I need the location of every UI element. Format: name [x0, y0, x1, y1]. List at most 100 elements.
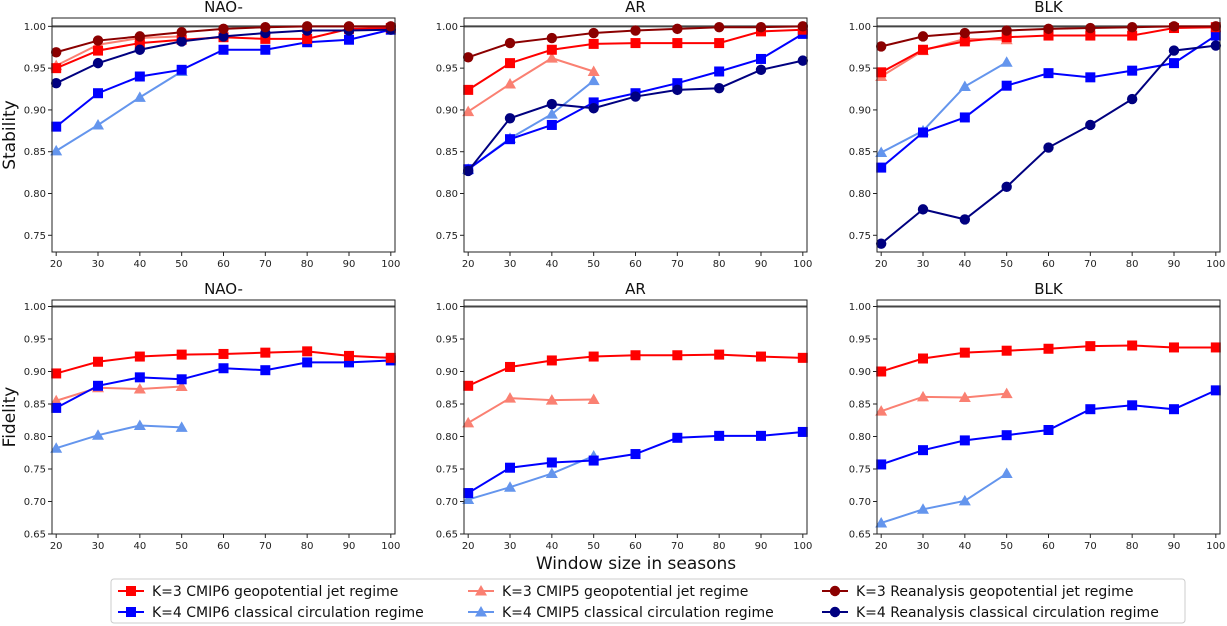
data-point-k3_rea [713, 21, 725, 33]
data-point-k4_cmip6 [1085, 404, 1096, 415]
y-tick-label: 0.80 [849, 189, 871, 200]
data-point-k4_rea [1085, 119, 1096, 131]
data-point-k3_rea [959, 27, 971, 39]
data-point-k4_cmip6 [1001, 430, 1012, 441]
panel-title: NAO- [204, 0, 243, 16]
y-tick-label: 1.00 [436, 22, 458, 33]
x-tick-label: 40 [958, 541, 971, 552]
data-point-k3_rea [218, 23, 229, 35]
axes-frame [876, 17, 1221, 253]
data-point-k4_rea [504, 113, 516, 124]
y-tick-label: 0.95 [849, 64, 871, 75]
data-point-k4_cmip6 [51, 402, 62, 413]
x-tick-label: 20 [50, 259, 63, 270]
data-point-k4_rea [1001, 181, 1012, 193]
data-point-k4_rea [797, 55, 809, 66]
data-point-k3_cmip5 [587, 65, 600, 76]
y-tick-label: 0.70 [24, 497, 46, 508]
x-tick-label: 30 [917, 541, 930, 552]
data-point-k4_rea [672, 84, 683, 96]
data-point-k3_cmip6 [588, 351, 599, 362]
series-k3_cmip5 [875, 387, 1013, 416]
x-tick-label: 60 [217, 541, 230, 552]
data-point-k4_cmip6 [1168, 58, 1179, 69]
data-point-k3_rea [1168, 21, 1180, 32]
y-tick-label: 0.85 [24, 400, 46, 411]
x-tick-label: 30 [504, 259, 517, 270]
data-point-k3_cmip6 [463, 84, 474, 95]
panel-stability-nao: NAO- Stability 0.75 0.80 0.85 0.90 0.95 1.00 20 3… [0, 0, 400, 270]
series-k4_rea [462, 55, 809, 177]
data-point-k3_cmip6 [1085, 341, 1096, 352]
data-point-k4_cmip5 [462, 493, 475, 505]
x-tick-label: 90 [755, 259, 768, 270]
data-point-k4_cmip6 [959, 112, 970, 123]
series-k3_rea [875, 21, 1222, 52]
y-tick-label: 0.75 [24, 465, 46, 476]
data-point-k4_cmip6 [959, 435, 970, 446]
x-tick-label: 60 [629, 259, 642, 270]
y-tick-label: 1.00 [849, 22, 871, 33]
panel-title: AR [625, 280, 646, 298]
data-point-k4_cmip6 [714, 430, 725, 441]
x-tick-label: 100 [1206, 259, 1225, 270]
series-k4_cmip5 [50, 65, 188, 156]
x-axis-label: Window size in seasons [536, 554, 736, 574]
legend-entry-k3_cmip6: K=3 CMIP6 geopotential jet regime [118, 584, 398, 600]
data-point-k3_cmip6 [134, 351, 145, 362]
data-point-k3_rea [134, 31, 146, 42]
y-tick-label: 0.90 [849, 105, 871, 116]
data-point-k4_cmip5 [133, 419, 146, 430]
data-point-k3_cmip6 [93, 45, 104, 56]
y-tick-label: 0.75 [436, 465, 458, 476]
data-point-k3_cmip6 [630, 350, 641, 361]
legend-label: K=4 CMIP6 classical circulation regime [152, 605, 424, 621]
data-point-k4_cmip5 [917, 503, 930, 514]
data-point-k3_cmip6 [1127, 30, 1138, 41]
data-point-k3_cmip5 [133, 383, 146, 394]
series-line-k3_cmip5 [880, 37, 1007, 78]
y-tick-label: 0.65 [436, 530, 458, 541]
y-tick-label: 0.85 [436, 400, 458, 411]
y-tick-label: 0.95 [436, 335, 458, 346]
data-point-k3_cmip6 [672, 350, 683, 361]
panel-title: BLK [1034, 0, 1064, 16]
data-point-k3_rea [462, 52, 474, 63]
series-k4_cmip5 [462, 450, 600, 505]
data-point-k3_cmip6 [385, 352, 396, 363]
data-point-k4_cmip5 [92, 118, 105, 130]
data-point-k3_cmip6 [1168, 342, 1179, 353]
data-point-k3_rea [917, 31, 929, 42]
data-point-k3_cmip6 [343, 350, 354, 361]
y-tick-label: 1.00 [849, 302, 871, 313]
y-tick-label: 0.90 [436, 105, 458, 116]
data-point-k3_cmip6 [218, 348, 229, 359]
data-point-k4_cmip6 [918, 127, 929, 138]
legend-label: K=3 Reanalysis geopotential jet regime [856, 584, 1133, 600]
series-k3_cmip5 [462, 52, 600, 117]
series-line-k3_cmip5 [880, 392, 1007, 413]
data-point-k3_cmip6 [51, 368, 62, 379]
x-tick-label: 40 [545, 541, 558, 552]
x-tick-label: 90 [343, 541, 356, 552]
data-point-k4_cmip5 [875, 516, 888, 528]
y-tick-label: 0.90 [849, 367, 871, 378]
data-point-k3_cmip5 [50, 394, 63, 406]
data-point-k4_cmip6 [1085, 72, 1096, 83]
data-point-k4_cmip6 [672, 432, 683, 443]
series-k4_cmip6 [876, 385, 1221, 470]
data-point-k3_cmip5 [1000, 387, 1013, 399]
x-tick-label: 30 [504, 541, 517, 552]
data-point-k3_rea [875, 41, 887, 52]
data-point-k4_rea [50, 77, 62, 89]
series-k3_cmip5 [875, 32, 1013, 81]
x-tick-label: 90 [343, 259, 356, 270]
data-point-k4_cmip6 [876, 162, 887, 173]
data-point-k3_cmip5 [175, 380, 188, 391]
legend-label: K=3 CMIP6 geopotential jet regime [152, 584, 398, 600]
data-point-k4_rea [588, 103, 599, 114]
data-point-k4_cmip5 [958, 494, 971, 506]
data-point-k4_cmip5 [1000, 467, 1013, 479]
y-tick-label: 0.70 [436, 497, 458, 508]
y-axis-label: Fidelity [0, 387, 20, 448]
